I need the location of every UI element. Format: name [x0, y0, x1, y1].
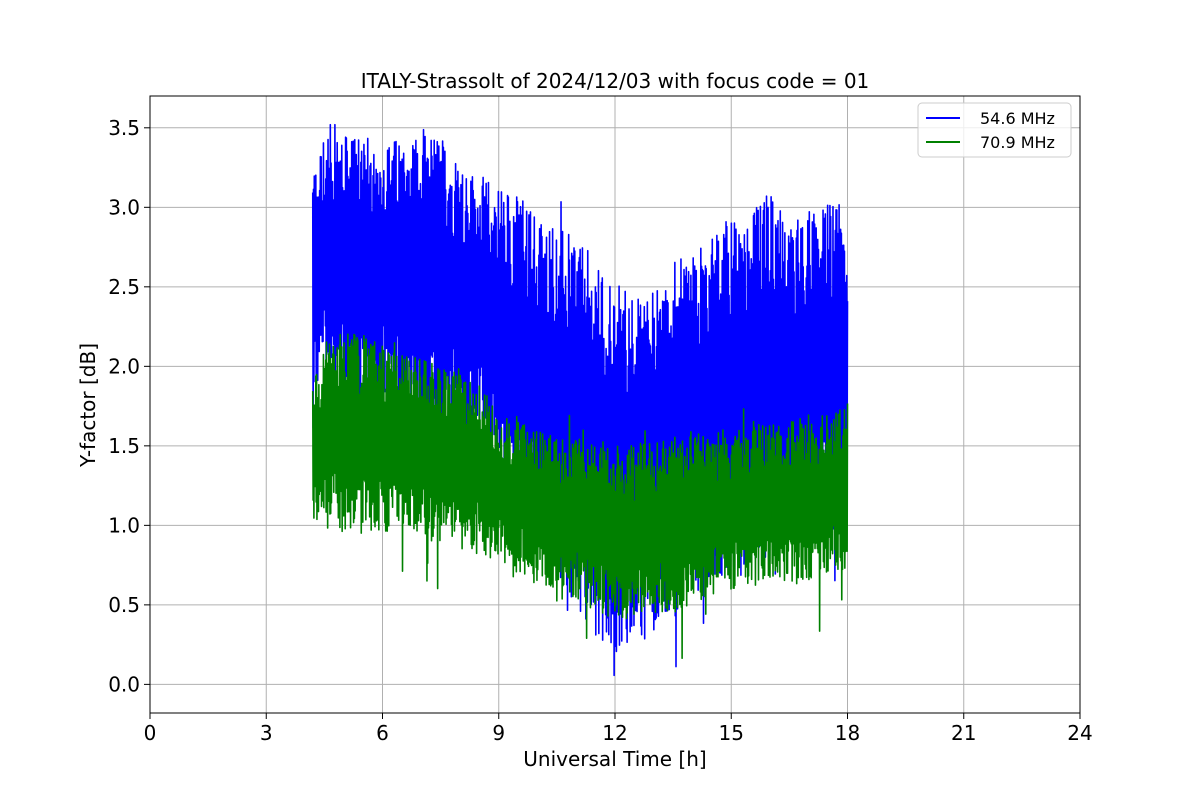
- x-tick-label: 12: [602, 721, 627, 745]
- legend: 54.6 MHz 70.9 MHz: [917, 102, 1072, 158]
- x-tick-label: 3: [260, 721, 273, 745]
- y-tick-label: 0.5: [108, 593, 140, 617]
- series-line-2: [311, 333, 849, 660]
- y-tick-label: 2.0: [108, 354, 140, 378]
- y-tick-label: 3.0: [108, 195, 140, 219]
- x-tick-label: 18: [835, 721, 860, 745]
- x-axis-label: Universal Time [h]: [523, 747, 706, 771]
- series-layer: [311, 123, 849, 677]
- y-tick-label: 3.5: [108, 116, 140, 140]
- y-tick-label: 2.5: [108, 275, 140, 299]
- y-axis-label: Y-factor [dB]: [76, 343, 100, 468]
- legend-box: [917, 102, 1072, 158]
- y-tick-label: 0.0: [108, 672, 140, 696]
- x-tick-label: 24: [1067, 721, 1092, 745]
- series-line-1: [311, 123, 849, 677]
- x-tick-label: 0: [144, 721, 157, 745]
- x-tick-label: 21: [951, 721, 976, 745]
- chart-title: ITALY-Strassolt of 2024/12/03 with focus…: [361, 69, 870, 93]
- y-tick-label: 1.5: [108, 434, 140, 458]
- y-tick-label: 1.0: [108, 513, 140, 537]
- legend-label: 54.6 MHz: [980, 109, 1055, 128]
- ticks: 0 3 6 9 12 15 18 21 24 0.0 0.5 1.0 1.5 2.0 2.5 3.0 3.5: [108, 116, 1093, 745]
- x-tick-label: 15: [719, 721, 744, 745]
- x-tick-label: 6: [376, 721, 389, 745]
- legend-label: 70.9 MHz: [980, 133, 1055, 152]
- x-tick-label: 9: [492, 721, 505, 745]
